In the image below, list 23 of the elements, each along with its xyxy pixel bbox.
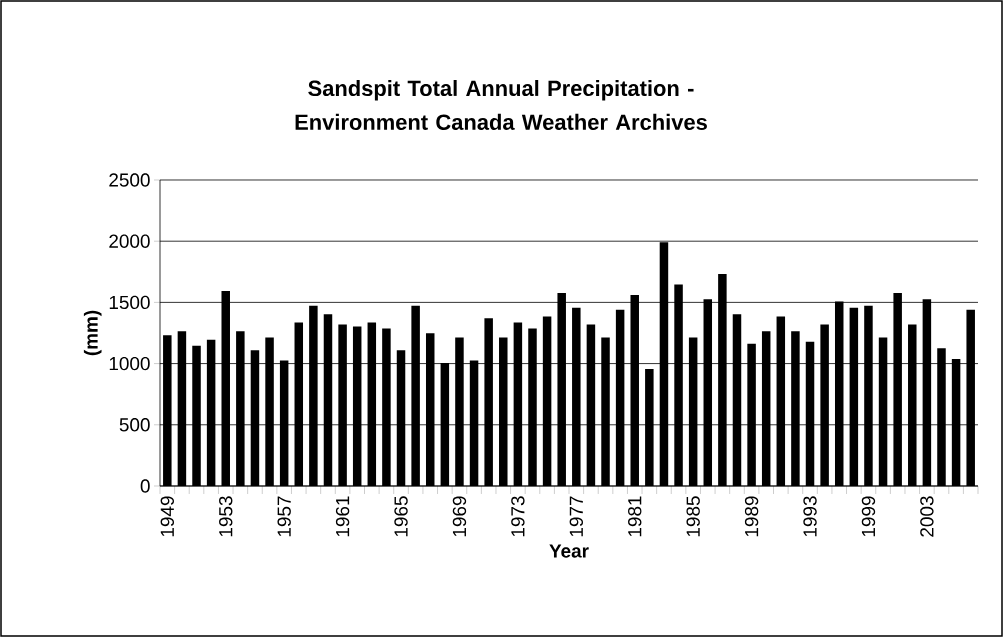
x-axis-title: Year [549, 544, 589, 558]
y-tick-label: 1500 [109, 295, 150, 310]
x-tick-label: 1973 [511, 496, 525, 537]
x-tick-label: 1993 [803, 496, 817, 537]
x-tick-label: 1969 [452, 496, 467, 537]
x-tick-label: 1957 [277, 496, 291, 537]
x-tick-label: 1949 [160, 496, 175, 537]
x-tick-label: 2003 [920, 496, 934, 537]
y-tick-label: 1000 [109, 356, 150, 371]
x-tick-label: 1989 [744, 496, 759, 537]
y-tick-label: 0 [140, 479, 150, 493]
x-tick-label: 1999 [861, 496, 876, 537]
x-tick-label: 1977 [569, 496, 584, 537]
x-tick-label: 1985 [686, 496, 700, 537]
y-tick-label: 2500 [109, 173, 150, 187]
x-tick-label: 1961 [335, 496, 350, 537]
x-tick-label: 1965 [394, 496, 408, 537]
chart-title: Sandspit Total Annual Precipitation - Environment Canada Weather Archives [295, 80, 707, 130]
y-tick-label: 500 [119, 418, 150, 432]
x-tick-label: 1953 [219, 496, 233, 537]
y-tick-label: 2000 [109, 234, 150, 248]
x-tick-label: 1981 [628, 496, 642, 537]
y-axis-title: (mm) [83, 310, 102, 356]
